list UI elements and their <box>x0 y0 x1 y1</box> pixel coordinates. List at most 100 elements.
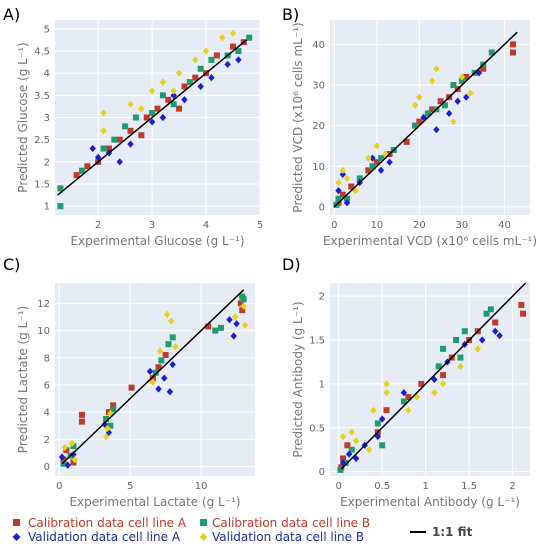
data-point-cal-b <box>70 443 77 450</box>
data-point-cal-b <box>369 163 376 170</box>
data-point-val-b <box>172 343 179 351</box>
data-point-cal-b <box>235 48 242 55</box>
data-point-val-a <box>181 96 188 104</box>
data-point-cal-a <box>373 159 380 166</box>
data-point-cal-a <box>105 145 112 152</box>
x-tick-label: 10 <box>195 481 208 492</box>
x-tick-label: 40 <box>498 220 511 231</box>
data-point-val-b <box>405 406 412 414</box>
y-tick-label: 40 <box>312 40 325 51</box>
data-point-cal-b <box>57 185 64 192</box>
data-point-cal-b <box>435 363 442 370</box>
data-point-val-a <box>166 388 174 396</box>
data-point-val-a <box>155 385 162 393</box>
data-point-val-b <box>192 56 199 64</box>
legend-marker-calibration-b <box>200 519 207 526</box>
data-point-cal-b <box>217 324 224 331</box>
data-point-cal-a <box>73 172 80 179</box>
data-point-val-a <box>377 166 385 174</box>
data-point-cal-b <box>149 110 156 117</box>
data-point-val-b <box>100 127 107 135</box>
data-point-cal-a <box>237 300 244 307</box>
data-point-val-a <box>58 453 66 461</box>
data-point-val-a <box>64 461 71 469</box>
data-point-cal-a <box>192 74 199 81</box>
data-point-val-b <box>352 437 360 445</box>
y-tick-label: 10 <box>312 162 325 173</box>
data-point-val-a <box>233 320 240 328</box>
data-point-val-a <box>226 316 233 324</box>
data-point-val-b <box>202 47 210 55</box>
data-point-cal-b <box>132 114 139 121</box>
data-point-val-a <box>230 332 237 340</box>
data-point-val-a <box>369 154 376 162</box>
data-point-cal-a <box>155 364 162 371</box>
y-tick-label: 1 <box>319 379 325 390</box>
y-tick-label: 12 <box>37 299 50 310</box>
x-axis-title: Experimental Antibody (g L⁻¹) <box>340 495 520 509</box>
data-point-cal-b <box>169 334 176 341</box>
data-point-val-b <box>159 78 167 86</box>
data-point-cal-a <box>429 106 436 113</box>
y-tick-label: 20 <box>312 121 325 132</box>
data-point-val-a <box>462 93 470 101</box>
y-tick-label: 2 <box>44 157 50 168</box>
series-val-b <box>100 29 237 135</box>
data-point-cal-b <box>212 327 219 334</box>
data-point-cal-a <box>344 442 351 449</box>
data-point-val-a <box>343 199 351 207</box>
data-point-cal-b <box>378 155 385 162</box>
y-axis-title: Predicted Glucose (g L⁻¹) <box>16 42 30 192</box>
y-tick-label: 1.5 <box>309 336 325 347</box>
panel-d: 0 0.5 1 1.5 2 0 0.5 1 1.5 2 Experimental Antibody … <box>282 255 530 509</box>
data-point-val-b <box>450 117 457 126</box>
data-point-val-a <box>400 389 408 397</box>
data-point-cal-b <box>100 145 107 152</box>
data-point-cal-b <box>197 65 204 72</box>
panel-label: A) <box>3 5 20 24</box>
data-point-val-a <box>127 140 134 148</box>
data-point-cal-b <box>60 460 67 467</box>
data-point-cal-a <box>176 105 183 112</box>
data-point-cal-a <box>437 98 444 105</box>
y-tick-label: 30 <box>312 81 325 92</box>
data-point-val-a <box>159 113 167 122</box>
x-tick-label: 0 <box>56 481 62 492</box>
panel-c: 0 5 10 0 2 4 6 8 10 12 Experimental Lactate (g L⁻¹… <box>3 255 255 509</box>
data-point-cal-b <box>78 167 85 174</box>
y-tick-label: 2 <box>44 435 50 446</box>
series-cal-a <box>73 39 247 179</box>
data-point-val-b <box>102 432 110 441</box>
data-point-val-b <box>138 105 145 113</box>
data-point-cal-b <box>240 296 247 303</box>
y-tick-label: 3.5 <box>34 91 50 102</box>
data-point-val-b <box>433 65 440 73</box>
data-point-val-b <box>431 389 438 397</box>
y-tick-label: 0 <box>44 462 50 473</box>
data-point-val-a <box>224 60 231 68</box>
data-point-cal-a <box>365 167 372 174</box>
x-tick-label: 20 <box>413 220 426 231</box>
data-point-val-b <box>241 321 249 329</box>
data-point-cal-a <box>520 310 527 317</box>
data-point-cal-b <box>170 101 177 108</box>
data-point-cal-a <box>181 83 188 90</box>
data-point-cal-b <box>186 79 193 86</box>
data-point-val-b <box>61 443 69 452</box>
data-point-val-a <box>169 360 176 369</box>
y-tick-label: 2 <box>319 292 325 303</box>
data-point-cal-a <box>78 418 85 425</box>
data-point-cal-a <box>154 105 161 112</box>
legend-marker-validation-b <box>199 533 208 541</box>
data-point-cal-b <box>379 442 386 449</box>
data-point-val-b <box>467 89 474 97</box>
data-point-val-b <box>71 456 79 464</box>
data-point-cal-b <box>400 398 407 405</box>
data-point-val-b <box>168 317 175 325</box>
panel-label: C) <box>3 255 20 274</box>
x-axis-title: Experimental Lactate (g L⁻¹) <box>69 495 240 509</box>
y-tick-label: 0 <box>319 467 325 478</box>
x-tick-label: 10 <box>370 220 383 231</box>
data-point-val-a <box>70 450 77 458</box>
